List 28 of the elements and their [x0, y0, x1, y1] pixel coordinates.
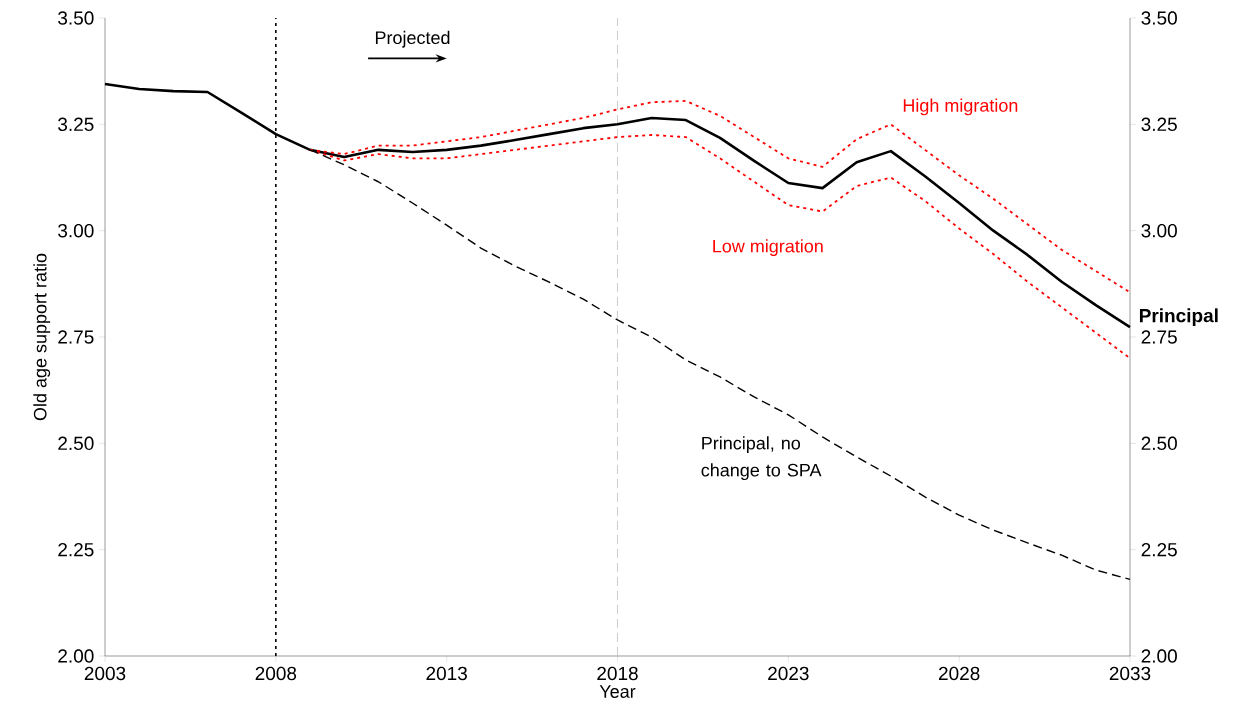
y2-tick-label: 2.25	[1141, 542, 1177, 557]
y-axis-title: Old age support ratio	[33, 253, 51, 421]
y-tick-label: 2.75	[58, 330, 94, 344]
x-tick-label: 2018	[597, 666, 638, 681]
x-tick-label: 2028	[938, 666, 980, 681]
y2-tick-label: 3.00	[1141, 223, 1177, 238]
y2-tick-label: 3.25	[1141, 117, 1177, 132]
annotation: Projected	[375, 30, 450, 48]
y-tick-label: 3.25	[58, 117, 94, 132]
x-tick-label: 2008	[255, 666, 297, 681]
series-label: Low migration	[713, 239, 823, 257]
x-tick-label: 2023	[768, 666, 809, 681]
y2-tick-label: 2.50	[1141, 436, 1177, 451]
y-tick-label: 2.50	[58, 436, 94, 451]
series-label: Principal	[1139, 308, 1218, 327]
y-tick-label: 3.00	[58, 223, 94, 238]
y-tick-label: 3.50	[58, 11, 94, 25]
x-tick-label: 2003	[84, 666, 126, 681]
y-tick-label: 2.00	[58, 649, 94, 663]
x-axis-title: Year	[599, 685, 636, 698]
series-label: High migration	[903, 98, 1018, 116]
y2-tick-label: 3.50	[1141, 11, 1177, 25]
y2-tick-label: 2.75	[1141, 330, 1177, 344]
series-label: Principal, no change to SPA	[701, 436, 822, 481]
x-tick-label: 2013	[426, 666, 467, 681]
x-tick-label: 2033	[1109, 666, 1151, 681]
y-tick-label: 2.25	[58, 542, 94, 557]
y2-tick-label: 2.00	[1141, 649, 1177, 663]
